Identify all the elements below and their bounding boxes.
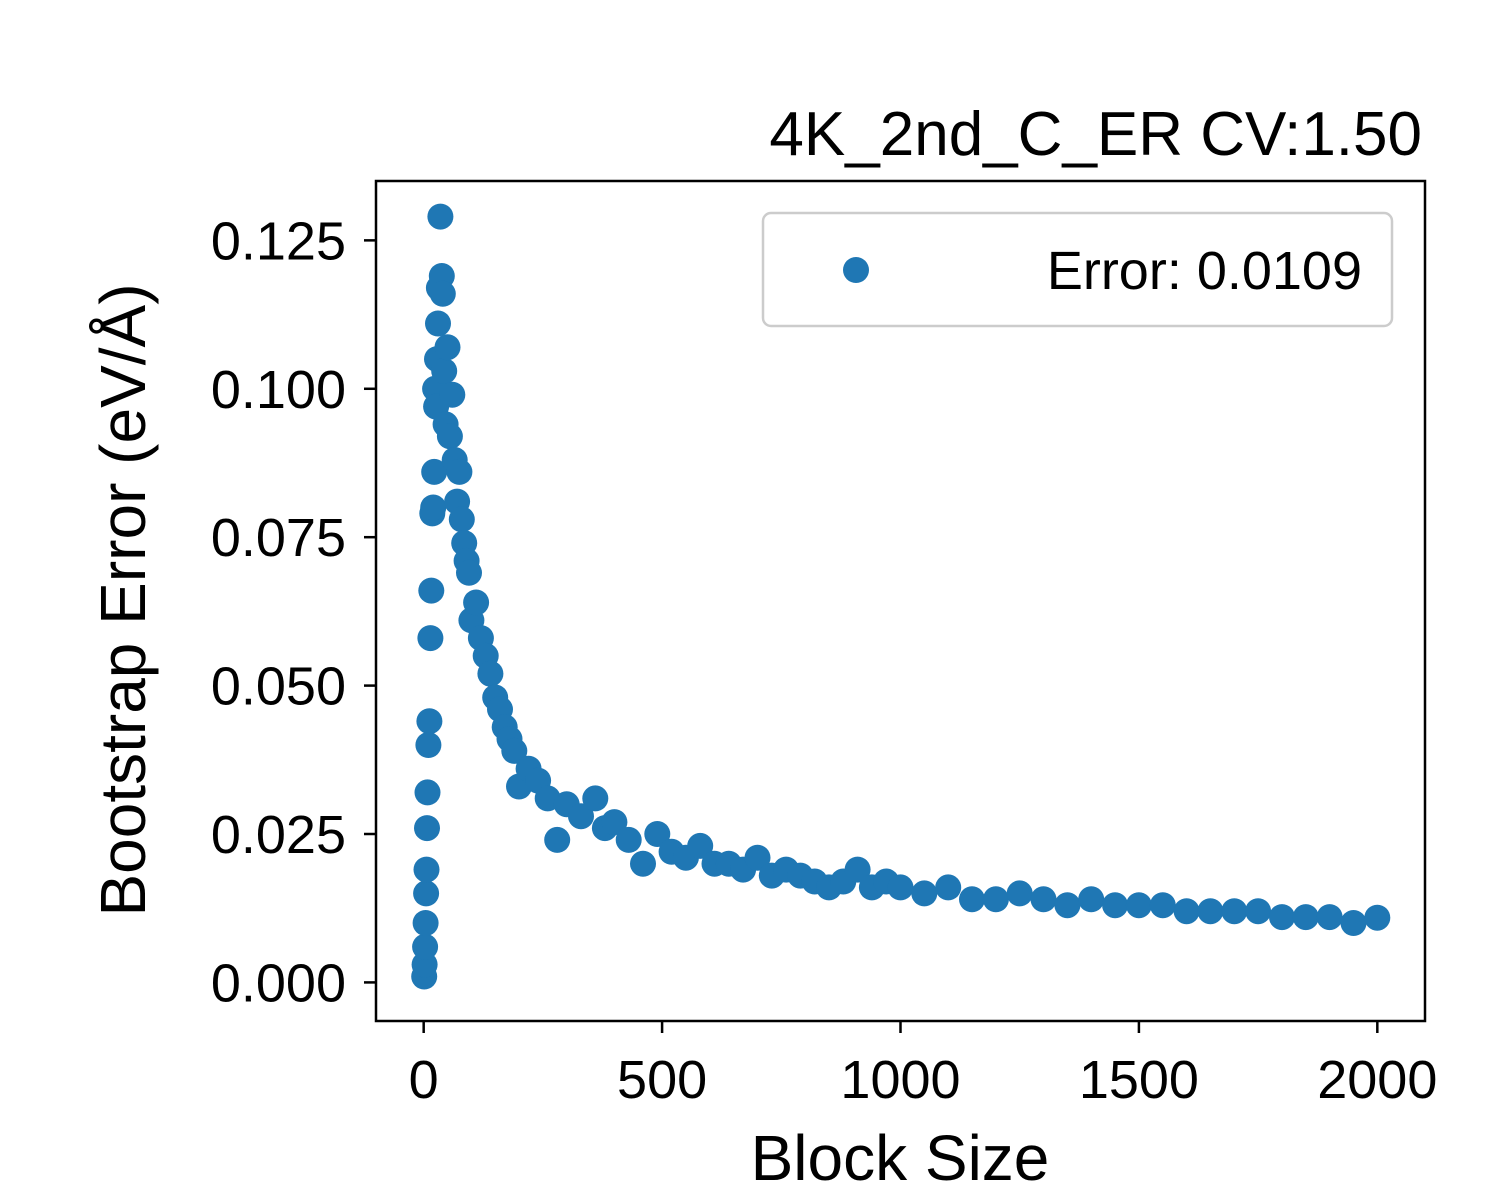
data-point [582,785,609,812]
data-point [431,358,458,384]
x-tick-label: 1000 [840,1050,960,1110]
data-point [456,559,482,586]
data-point [1221,898,1248,925]
data-point [436,423,463,450]
data-point [601,809,628,836]
y-tick-label: 0.125 [211,211,346,271]
data-point [425,310,451,337]
data-point [429,280,456,307]
data-point [1102,892,1129,919]
data-point [911,880,938,907]
data-point [935,874,962,901]
data-point [415,732,442,758]
data-point [418,577,445,604]
y-axis-label: Bootstrap Error (eV/Å) [87,283,159,916]
data-point [630,850,656,877]
data-point [1078,886,1105,913]
legend-marker [843,257,869,283]
data-point [1006,880,1033,907]
y-tick-label: 0.025 [211,805,346,865]
x-tick-label: 1500 [1079,1050,1199,1110]
data-point [448,506,475,533]
data-point [1340,910,1367,936]
data-point [544,826,571,853]
chart-title: 4K_2nd_C_ER CV:1.50 [769,100,1422,169]
x-tick-label: 0 [409,1050,439,1110]
data-point [1292,904,1319,931]
legend-label: Error: 0.0109 [1047,241,1362,301]
data-point [439,381,466,408]
data-point [421,458,448,485]
data-points [411,203,1391,990]
data-point [1173,898,1200,925]
data-point [414,815,440,842]
data-point [568,803,594,830]
x-tick-label: 2000 [1317,1050,1437,1110]
x-tick-label: 500 [617,1050,707,1110]
data-point [427,203,454,230]
data-point [844,856,871,883]
data-point [1316,904,1343,931]
data-point [615,826,642,853]
data-point [413,856,440,883]
data-point [501,737,528,764]
legend-frame [761,211,1394,328]
y-axis-ticks: 0.000 0.025 0.050 0.075 0.100 0.125 [211,211,376,1013]
data-point [1245,898,1272,925]
data-point [1030,886,1057,913]
data-point [413,880,440,907]
data-point [477,660,504,687]
x-axis-ticks: 0 500 1000 1500 2000 [409,1021,1437,1110]
legend: Error: 0.0109 [761,211,1394,328]
data-point [412,933,439,960]
y-tick-label: 0.050 [211,657,346,717]
data-point [463,589,490,616]
data-point [887,874,914,901]
data-point [412,910,439,936]
data-point [982,886,1009,913]
data-point [417,625,444,652]
data-point [1149,892,1176,919]
data-point [446,458,473,485]
data-point [1364,904,1391,931]
data-point [414,779,441,806]
data-point [1269,904,1295,931]
data-point [420,494,447,521]
y-tick-label: 0.075 [211,508,346,568]
data-point [1197,898,1224,925]
data-point [959,886,985,913]
data-point [644,821,671,847]
data-point [687,832,714,859]
data-point [744,844,771,871]
data-point [1125,892,1152,919]
data-point [434,334,461,361]
x-axis-label: Block Size [751,1122,1050,1194]
data-point [1054,892,1081,919]
data-point [416,708,443,735]
y-tick-label: 0.000 [211,953,346,1013]
y-tick-label: 0.100 [211,360,346,420]
